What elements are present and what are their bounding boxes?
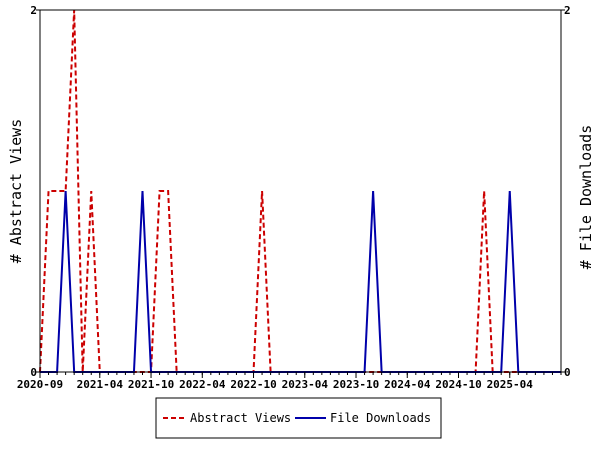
y-right-tick-label: 0 <box>564 366 571 379</box>
x-tick-label: 2023-10 <box>333 378 379 391</box>
plot-frame <box>39 9 562 373</box>
x-tick-label: 2022-04 <box>179 378 226 391</box>
legend-label-file-downloads: File Downloads <box>330 411 431 425</box>
x-tick-label: 2022-10 <box>230 378 276 391</box>
ticks-layer: 2020-09 2021-04 2021-10 2022-04 2022-10 2023-… <box>17 4 571 391</box>
y-left-tick-label: 0 <box>30 366 37 379</box>
legend: Abstract Views File Downloads <box>155 397 442 439</box>
x-tick-label: 2024-04 <box>384 378 431 391</box>
x-tick-label: 2024-10 <box>435 378 481 391</box>
x-tick-label: 2021-10 <box>128 378 174 391</box>
y-right-tick-label: 2 <box>564 4 571 17</box>
x-tick-label: 2023-04 <box>282 378 329 391</box>
y-left-axis-title: # Abstract Views <box>7 119 25 264</box>
y-right-axis-title: # File Downloads <box>577 125 595 270</box>
y-left-tick-label: 2 <box>30 4 37 17</box>
x-tick-label: 2025-04 <box>487 378 534 391</box>
x-tick-label: 2021-04 <box>77 378 124 391</box>
legend-box <box>155 397 442 439</box>
x-tick-label: 2020-09 <box>17 378 63 391</box>
legend-label-abstract-views: Abstract Views <box>190 411 291 425</box>
